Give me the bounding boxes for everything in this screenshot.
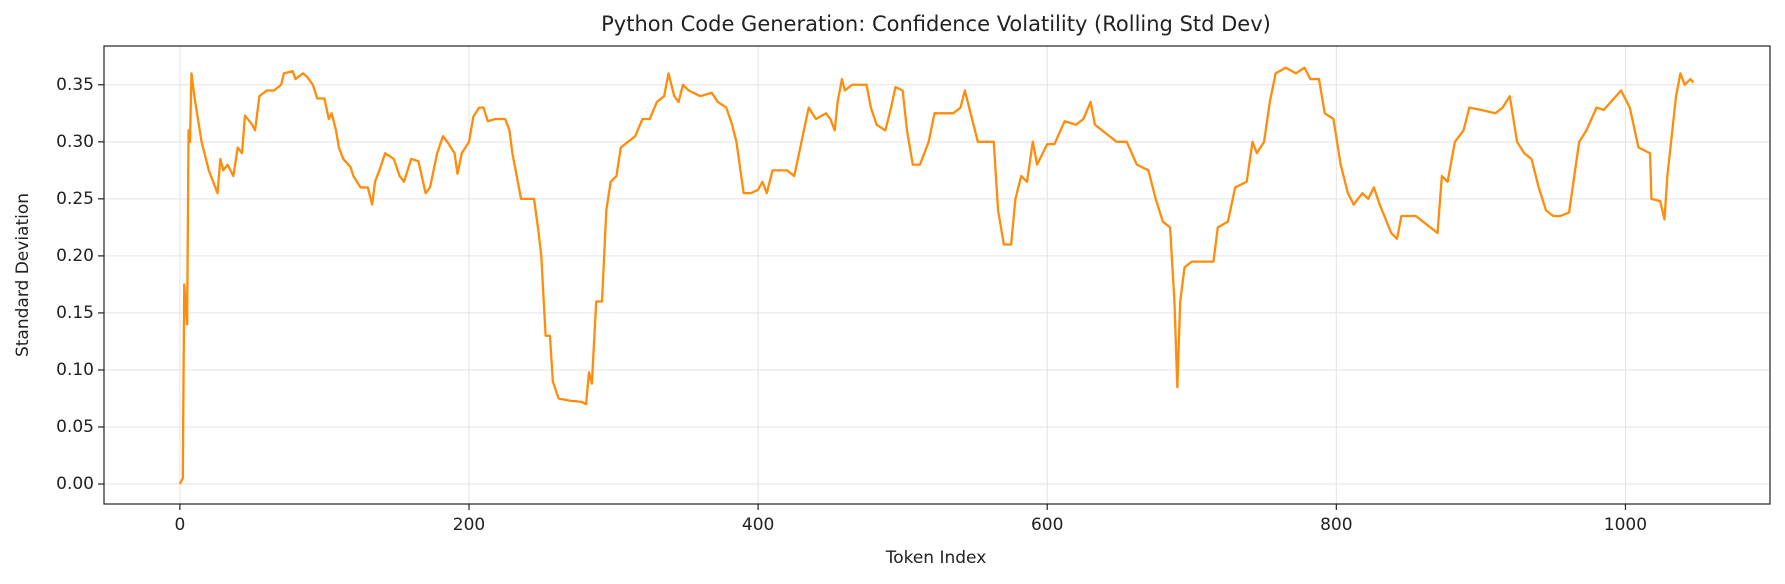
y-tick-label: 0.10 — [56, 360, 94, 380]
y-tick-label: 0.30 — [56, 132, 94, 152]
x-tick-label: 1000 — [1604, 515, 1647, 535]
x-axis-label: Token Index — [885, 548, 987, 568]
x-tick-label: 200 — [453, 515, 485, 535]
y-tick-label: 0.15 — [56, 303, 94, 323]
y-tick-label: 0.25 — [56, 189, 94, 209]
chart-title: Python Code Generation: Confidence Volat… — [601, 12, 1271, 36]
plot-frame — [103, 45, 1771, 505]
x-tick-label: 600 — [1031, 515, 1063, 535]
y-tick-label: 0.05 — [56, 417, 94, 437]
x-tick-label: 400 — [742, 515, 774, 535]
x-tick-label: 800 — [1320, 515, 1352, 535]
y-tick-label: 0.35 — [56, 75, 94, 95]
y-tick-label: 0.20 — [56, 246, 94, 266]
x-tick-label: 0 — [174, 515, 185, 535]
y-tick-label: 0.00 — [56, 474, 94, 494]
data-line — [178, 66, 1695, 485]
y-axis-label: Standard Deviation — [13, 193, 33, 357]
